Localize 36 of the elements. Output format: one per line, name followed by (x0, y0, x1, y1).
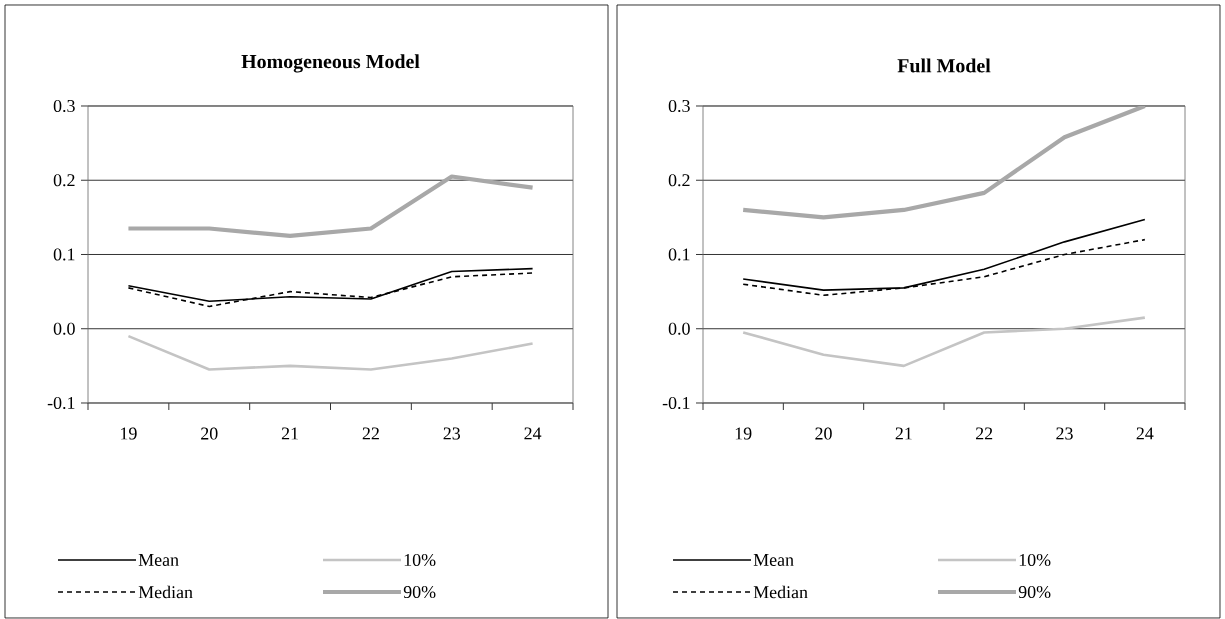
chart-title: Full Model (897, 58, 991, 73)
x-tick-label: 21 (281, 427, 298, 440)
y-tick-label: 0.1 (53, 248, 75, 261)
x-tick-label: 22 (362, 427, 379, 440)
legend-label: Mean (753, 554, 794, 566)
legend-label: 90% (1018, 585, 1051, 599)
x-tick-label: 19 (735, 427, 752, 440)
y-tick-label: -0.1 (47, 396, 75, 410)
x-tick-label: 21 (895, 427, 912, 440)
y-tick-label: 0.0 (668, 322, 690, 335)
legend-label: Mean (138, 554, 179, 566)
y-tick-label: 0.0 (53, 322, 75, 335)
y-tick-label: 0.3 (53, 99, 75, 113)
y-tick-label: 0.2 (53, 174, 75, 187)
line-series (126, 174, 535, 239)
legend-label: Median (753, 585, 808, 599)
x-tick-label: 20 (201, 427, 218, 440)
x-tick-label: 24 (524, 427, 542, 440)
y-tick-label: 0.2 (668, 174, 690, 187)
x-tick-label: 20 (815, 427, 832, 440)
chart-title: Homogeneous Model (241, 54, 420, 73)
legend-label: 10% (1019, 553, 1051, 567)
legend-label: 90% (403, 585, 436, 599)
line-series (741, 105, 1147, 220)
x-tick-label: 23 (1056, 427, 1073, 440)
y-tick-label: -0.1 (662, 396, 690, 410)
x-tick-label: 22 (975, 427, 993, 440)
line-series (741, 316, 1147, 368)
line-series (127, 334, 534, 371)
legend-label: Median (138, 585, 193, 599)
x-tick-label: 23 (443, 427, 461, 440)
y-tick-label: 0.1 (668, 248, 690, 261)
legend-label: 10% (404, 553, 436, 567)
y-tick-label: 0.3 (668, 99, 690, 113)
x-tick-label: 24 (1136, 427, 1154, 440)
x-tick-label: 19 (121, 427, 137, 440)
